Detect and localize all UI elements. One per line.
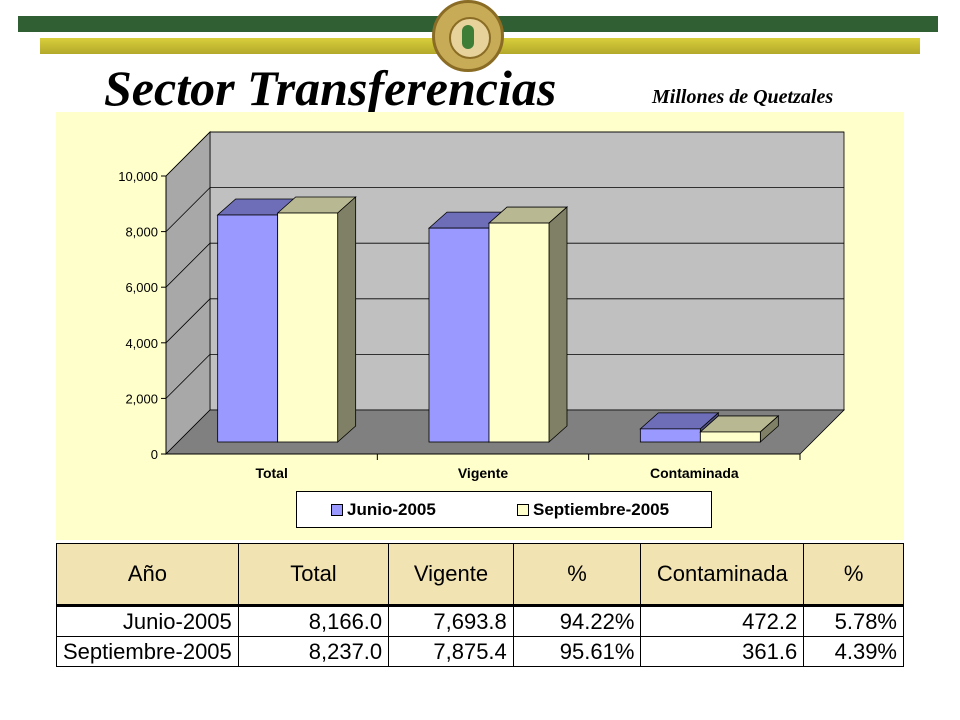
chart-legend: Junio-2005 Septiembre-2005 <box>296 491 712 528</box>
bar-front-face <box>639 428 701 443</box>
bar-front-face <box>428 227 490 443</box>
cell-ano: Septiembre-2005 <box>56 636 239 667</box>
y-tick-label: 6,000 <box>125 280 158 295</box>
header-total: Total <box>237 543 390 606</box>
bar-front-face <box>699 431 761 443</box>
header-ano: Año <box>56 543 239 606</box>
seal-inner-ring <box>449 17 491 59</box>
bar-front-face <box>217 214 279 443</box>
page-title: Sector Transferencias <box>104 60 557 116</box>
cell-percent-contaminada: 4.39% <box>803 636 904 667</box>
cell-contaminada: 361.6 <box>640 636 805 667</box>
cell-vigente: 7,693.8 <box>388 604 514 637</box>
bar-side-face <box>548 206 568 443</box>
legend-label-septiembre: Septiembre-2005 <box>533 500 670 519</box>
table-header-row: Año Total Vigente % Contaminada % <box>56 543 904 606</box>
cell-total: 8,166.0 <box>237 604 390 637</box>
y-tick-label: 8,000 <box>125 225 158 240</box>
bar-front-face <box>277 212 339 443</box>
data-table: Año Total Vigente % Contaminada % Junio-… <box>56 543 904 667</box>
x-tick-label-total: Total <box>255 465 287 481</box>
legend-entry-junio: Junio-2005 <box>331 500 436 520</box>
bar-septiembre-2005-total <box>276 196 357 443</box>
cell-vigente: 7,875.4 <box>388 636 514 667</box>
superintendencia-seal-icon <box>432 0 504 72</box>
cell-total: 8,237.0 <box>237 636 390 667</box>
cell-percent-vigente: 94.22% <box>512 604 642 637</box>
y-tick-label: 10,000 <box>118 169 158 184</box>
gridline <box>165 242 844 288</box>
bar-septiembre-2005-vigente <box>487 206 569 443</box>
chart-area: 0 2,000 4,000 6,000 8,000 10,000 Total Vigente C… <box>56 112 904 540</box>
legend-swatch-septiembre <box>517 504 529 516</box>
cell-contaminada: 472.2 <box>640 604 805 637</box>
seal-bird-icon <box>462 25 474 49</box>
page-subtitle: Millones de Quetzales <box>652 86 834 108</box>
cell-percent-vigente: 95.61% <box>512 636 642 667</box>
x-tick-label-contaminada: Contaminada <box>650 465 739 481</box>
bar-septiembre-2005-contaminada <box>699 415 780 443</box>
cell-percent-contaminada: 5.78% <box>803 604 904 637</box>
header-contaminada: Contaminada <box>640 543 805 606</box>
gridline <box>165 353 844 399</box>
gridline <box>165 187 844 232</box>
bar-chart: 0 2,000 4,000 6,000 8,000 10,000 Total Vigente C… <box>118 131 845 481</box>
cell-ano: Junio-2005 <box>56 604 239 637</box>
legend-entry-septiembre: Septiembre-2005 <box>517 500 669 520</box>
gridline <box>165 131 844 177</box>
header-vigente: Vigente <box>388 543 514 606</box>
table-row: Junio-2005 8,166.0 7,693.8 94.22% 472.2 … <box>56 604 904 637</box>
bar-front-face <box>488 222 550 443</box>
x-tick-label-vigente: Vigente <box>458 465 509 481</box>
y-tick-label: 4,000 <box>125 336 158 351</box>
legend-swatch-junio <box>331 504 343 516</box>
bar-side-face <box>337 196 357 443</box>
legend-label-junio: Junio-2005 <box>347 500 436 519</box>
header-percent-vigente: % <box>512 543 642 606</box>
y-tick-label: 2,000 <box>125 391 158 406</box>
header-percent-contaminada: % <box>803 543 904 606</box>
table-row: Septiembre-2005 8,237.0 7,875.4 95.61% 3… <box>56 636 904 667</box>
y-tick-label: 0 <box>151 447 158 462</box>
gridline <box>165 298 844 344</box>
chart-side-wall <box>165 131 211 455</box>
